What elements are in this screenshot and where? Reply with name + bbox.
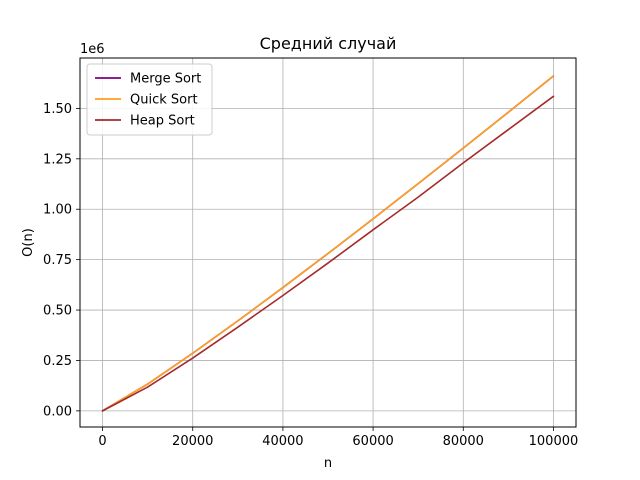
y-tick-label: 1.00 [43,203,72,218]
x-tick-label: 20000 [172,434,213,449]
x-tick-label: 100000 [529,434,579,449]
y-tick-label: 0.75 [43,253,72,268]
y-axis-offset-text: 1e6 [80,42,105,57]
grid-lines [80,58,576,427]
y-tick-label: 0.50 [43,304,72,319]
series-lines [101,75,555,412]
legend-label: Heap Sort [130,114,195,129]
y-tick-label: 1.25 [43,152,72,167]
axis-ticks: 0 20000 40000 60000 80000 100000 0.00 0.25 0.50 0… [43,102,578,449]
legend: Merge Sort Quick Sort Heap Sort [86,63,213,136]
x-tick-label: 60000 [352,434,393,449]
y-axis-label: O(n) [21,228,36,257]
series-line-quick-sort [101,75,555,412]
legend-label: Quick Sort [130,93,198,108]
legend-box [86,63,213,136]
plot-area-frame [79,57,577,428]
y-tick-label: 0.25 [43,354,72,369]
chart-title: Средний случай [260,34,397,53]
x-axis-label: n [324,456,332,471]
series-line-heap-sort [101,95,555,412]
y-tick-label: 1.50 [43,102,72,117]
x-tick-label: 0 [98,434,106,449]
x-tick-label: 80000 [443,434,484,449]
x-tick-label: 40000 [262,434,303,449]
legend-label: Merge Sort [130,72,201,87]
y-tick-label: 0.00 [43,404,72,419]
